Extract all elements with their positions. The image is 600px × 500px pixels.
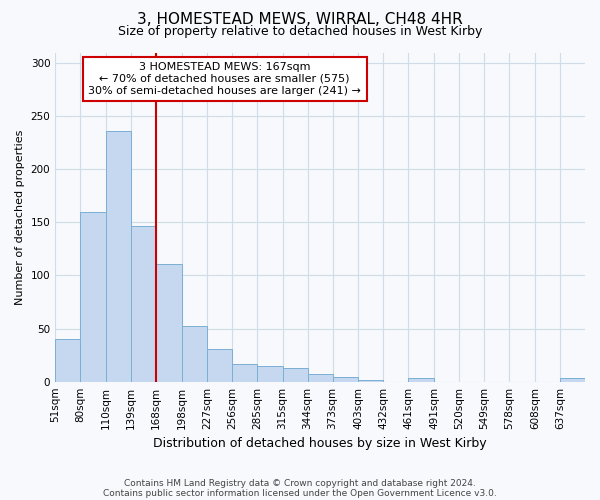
- Bar: [232, 364, 257, 382]
- Bar: [560, 378, 585, 382]
- Bar: [358, 380, 383, 382]
- Bar: [182, 326, 207, 382]
- X-axis label: Distribution of detached houses by size in West Kirby: Distribution of detached houses by size …: [153, 437, 487, 450]
- Bar: [283, 368, 308, 382]
- Bar: [409, 378, 434, 382]
- Y-axis label: Number of detached properties: Number of detached properties: [15, 130, 25, 305]
- Text: Contains HM Land Registry data © Crown copyright and database right 2024.: Contains HM Land Registry data © Crown c…: [124, 478, 476, 488]
- Text: 3 HOMESTEAD MEWS: 167sqm
← 70% of detached houses are smaller (575)
30% of semi-: 3 HOMESTEAD MEWS: 167sqm ← 70% of detach…: [88, 62, 361, 96]
- Text: Size of property relative to detached houses in West Kirby: Size of property relative to detached ho…: [118, 25, 482, 38]
- Bar: [55, 339, 80, 382]
- Text: Contains public sector information licensed under the Open Government Licence v3: Contains public sector information licen…: [103, 488, 497, 498]
- Bar: [308, 374, 332, 382]
- Bar: [207, 349, 232, 382]
- Bar: [332, 378, 358, 382]
- Bar: [257, 366, 283, 382]
- Bar: [131, 226, 156, 382]
- Bar: [106, 131, 131, 382]
- Bar: [156, 264, 182, 382]
- Bar: [80, 212, 106, 382]
- Text: 3, HOMESTEAD MEWS, WIRRAL, CH48 4HR: 3, HOMESTEAD MEWS, WIRRAL, CH48 4HR: [137, 12, 463, 28]
